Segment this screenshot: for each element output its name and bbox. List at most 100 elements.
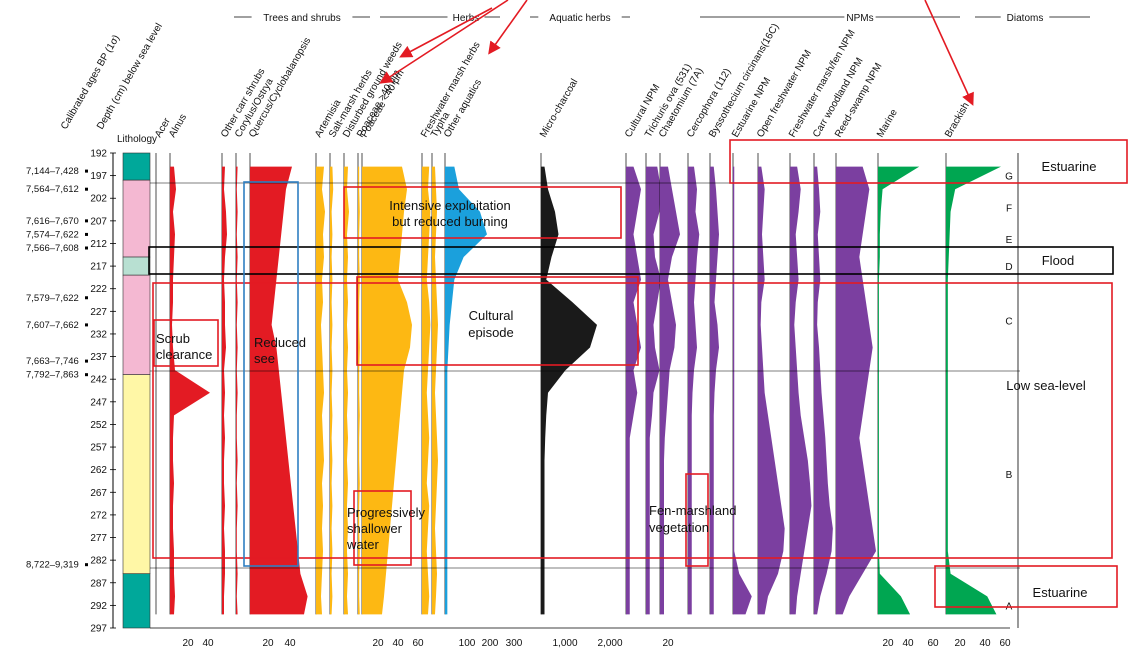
depth-tick-label: 252 (90, 420, 107, 431)
taxon-curve (330, 166, 334, 615)
x-tick-label: 20 (182, 638, 194, 649)
taxon-header: Brackish (943, 101, 972, 140)
lithology-unit (122, 179, 151, 258)
zone-label: D (1005, 262, 1012, 273)
taxon-curve (814, 166, 833, 615)
group-label: NPMs (846, 13, 873, 24)
age-label: 7,607–7,662 (26, 320, 79, 331)
cultural-box (356, 276, 639, 366)
x-tick-label: 40 (902, 638, 914, 649)
age-label: 7,574–7,622 (26, 229, 79, 240)
age-marker (85, 323, 88, 327)
taxa-curves (155, 153, 1001, 615)
estuarine-bottom-label: Estuarine (1033, 585, 1088, 600)
age-label: 7,579–7,622 (26, 293, 79, 304)
x-tick-label: 20 (954, 638, 966, 649)
taxon-curve (878, 166, 920, 615)
lithology-unit (122, 374, 151, 575)
x-tick-label: 200 (482, 638, 499, 649)
lithology-label: Lithology (117, 134, 157, 145)
x-tick-label: 20 (372, 638, 384, 649)
estuarine-top-label: Estuarine (1042, 159, 1097, 174)
taxon-curve (170, 166, 210, 615)
x-tick-label: 20 (882, 638, 894, 649)
x-tick-label: 40 (202, 638, 214, 649)
taxon-curve (758, 166, 785, 615)
age-marker (85, 563, 88, 567)
age-marker (85, 187, 88, 191)
age-label: 7,616–7,670 (26, 216, 79, 227)
x-tick-label: 300 (506, 638, 523, 649)
group-label-bg (251, 10, 353, 24)
group-label: Herbs (453, 13, 480, 24)
taxon-curve (236, 166, 238, 615)
x-tick-label: 40 (979, 638, 991, 649)
taxon-curve (362, 166, 412, 615)
x-tick-label: 60 (999, 638, 1011, 649)
taxon-curve (316, 166, 325, 615)
taxon-curve (710, 166, 719, 615)
arrow-disturbed (399, 7, 493, 58)
flood-label: Flood (1042, 253, 1075, 268)
lithology-unit (122, 256, 151, 276)
taxon-curve (358, 166, 360, 615)
age-label: 8,722–9,319 (26, 560, 79, 571)
age-label: 7,792–7,863 (26, 370, 79, 381)
taxon-header: Micro-charcoal (538, 77, 580, 139)
x-tick-label: 1,000 (552, 638, 577, 649)
fen-label: vegetation (649, 520, 709, 535)
intensive-box (343, 186, 622, 239)
depth-tick-label: 292 (90, 601, 107, 612)
age-label: 7,663–7,746 (26, 356, 79, 367)
low-sea-box (152, 282, 1113, 559)
depth-tick-label: 207 (90, 216, 107, 227)
zone-label: C (1005, 316, 1012, 327)
depth-tick-label: 242 (90, 375, 107, 386)
cultural-label: episode (468, 325, 514, 340)
group-label-bg (538, 10, 622, 24)
scrub-box (153, 319, 219, 367)
taxon-header: Marine (875, 107, 900, 139)
flood-box (148, 246, 1114, 275)
depth-tick-label: 247 (90, 397, 107, 408)
reduced-box (243, 181, 299, 567)
depth-axis-title: Depth (cm) below sea level (95, 22, 165, 132)
zone-label: G (1005, 172, 1013, 183)
taxon-curve (660, 166, 680, 615)
depth-tick-label: 297 (90, 624, 107, 635)
depth-tick-label: 282 (90, 556, 107, 567)
depth-tick-label: 267 (90, 488, 107, 499)
shallower-label: water (346, 537, 379, 552)
lithology-unit (122, 573, 151, 629)
group-label: Diatoms (1007, 13, 1044, 24)
depth-tick-label: 217 (90, 262, 107, 273)
depth-tick-label: 222 (90, 284, 107, 295)
taxon-curve (836, 166, 876, 615)
age-marker (85, 359, 88, 363)
depth-tick-label: 287 (90, 578, 107, 589)
age-marker (85, 373, 88, 377)
shallower-box (353, 490, 412, 566)
arrow-brackish (924, 0, 974, 106)
annotations: Estuarine Flood Intensive exploitationbut … (148, 0, 1128, 608)
taxon-curve (688, 166, 700, 615)
taxon-curve (790, 166, 812, 615)
depth-tick-label: 192 (90, 149, 107, 160)
age-marker (85, 296, 88, 300)
x-tick-label: 60 (927, 638, 939, 649)
estuarine-top-box (729, 139, 1128, 184)
depth-tick-label: 272 (90, 510, 107, 521)
zone-label: B (1006, 470, 1013, 481)
taxon-curve (626, 166, 641, 615)
depth-tick-label: 262 (90, 465, 107, 476)
zone-label: F (1006, 203, 1012, 214)
taxon-curve (541, 166, 597, 615)
intensive-label: Intensive exploitation (389, 198, 510, 213)
taxon-curve (946, 166, 1001, 615)
cultural-label: Cultural (469, 308, 514, 323)
lithology-unit (122, 152, 151, 181)
depth-tick-label: 197 (90, 171, 107, 182)
depth-tick-label: 227 (90, 307, 107, 318)
